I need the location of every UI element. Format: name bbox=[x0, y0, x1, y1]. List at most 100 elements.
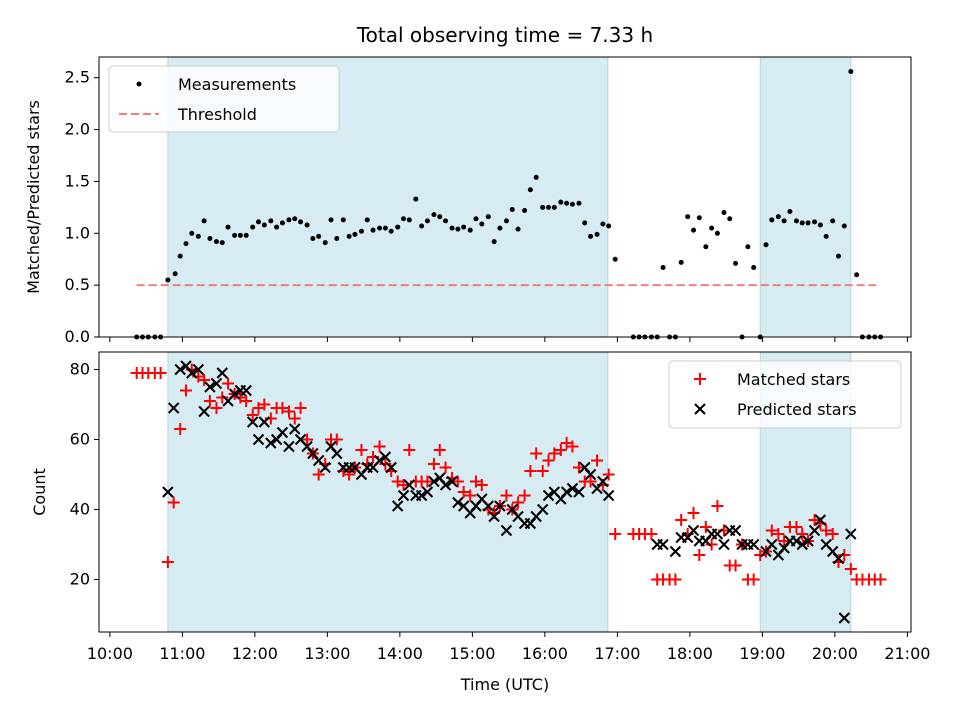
measurement-point bbox=[292, 216, 298, 222]
measurement-point bbox=[564, 200, 570, 206]
matched-star-point bbox=[288, 412, 301, 425]
x-tick-label: 10:00 bbox=[87, 644, 133, 663]
measurement-point bbox=[172, 271, 178, 277]
matched-star-point bbox=[602, 468, 615, 481]
measurement-point bbox=[812, 219, 818, 225]
measurement-point bbox=[183, 241, 189, 247]
matched-star-point bbox=[154, 367, 167, 379]
bottom-panel: 20 40 60 80 10:00 11:00 12:00 13:00 14:00 15:00 1… bbox=[30, 351, 930, 694]
predicted-star-point bbox=[687, 524, 700, 537]
measurement-point bbox=[733, 260, 739, 266]
measurement-point bbox=[437, 214, 443, 220]
measurement-point bbox=[745, 244, 751, 250]
measurement-point bbox=[558, 199, 564, 205]
measurement-point bbox=[232, 232, 238, 238]
matched-star-point bbox=[397, 479, 410, 491]
measurement-point bbox=[727, 216, 733, 222]
measurement-point bbox=[823, 233, 829, 239]
predicted-star-point bbox=[252, 433, 265, 446]
x-tick-label: 14:00 bbox=[377, 644, 423, 663]
measurement-point bbox=[424, 218, 430, 224]
x-tick-label: 21:00 bbox=[884, 644, 930, 663]
measurement-point bbox=[401, 216, 406, 222]
measurement-point bbox=[473, 216, 479, 222]
matched-star-point bbox=[675, 514, 688, 526]
predicted-star-point bbox=[573, 486, 585, 498]
matched-star-point bbox=[282, 405, 295, 418]
matched-star-point bbox=[464, 489, 477, 502]
matched-star-point bbox=[355, 444, 368, 456]
measurement-point bbox=[787, 209, 793, 215]
predicted-star-point bbox=[258, 416, 271, 428]
measurement-point bbox=[569, 201, 575, 207]
predicted-star-point bbox=[204, 381, 216, 393]
y-tick-label: 2.5 bbox=[65, 68, 90, 87]
matched-star-point bbox=[475, 479, 488, 491]
predicted-star-point bbox=[488, 510, 500, 523]
x-tick-label: 19:00 bbox=[739, 644, 785, 663]
measurement-point bbox=[346, 233, 352, 239]
predicted-star-point bbox=[446, 475, 458, 488]
x-tick-label: 17:00 bbox=[594, 644, 640, 663]
predicted-star-point bbox=[482, 500, 495, 512]
predicted-star-point bbox=[319, 461, 331, 474]
predicted-star-point bbox=[385, 461, 397, 474]
measurement-point bbox=[334, 235, 340, 241]
measurement-point bbox=[848, 69, 854, 75]
x-tick-label: 16:00 bbox=[522, 644, 568, 663]
x-axis-label: Time (UTC) bbox=[460, 675, 549, 694]
measurement-point bbox=[250, 224, 256, 230]
predicted-star-point bbox=[808, 524, 821, 537]
x-tick-label: 13:00 bbox=[304, 644, 350, 663]
predicted-star-point bbox=[494, 500, 506, 512]
measurement-point bbox=[340, 217, 346, 223]
measurement-point bbox=[195, 233, 201, 239]
measurement-point bbox=[298, 219, 304, 225]
measurement-point bbox=[817, 222, 823, 228]
matched-star-point bbox=[778, 535, 791, 547]
matched-star-point bbox=[301, 433, 314, 446]
matched-star-point bbox=[554, 444, 567, 456]
measurement-point bbox=[703, 244, 709, 250]
measurement-point bbox=[213, 239, 219, 245]
matched-star-point bbox=[439, 461, 452, 474]
matched-star-point bbox=[536, 465, 549, 477]
measurement-point bbox=[268, 218, 274, 224]
predicted-star-point bbox=[597, 475, 609, 488]
predicted-star-point bbox=[729, 524, 742, 537]
matched-star-point bbox=[747, 573, 760, 586]
predicted-star-point bbox=[379, 451, 392, 463]
predicted-star-point bbox=[289, 423, 301, 435]
predicted-star-point bbox=[246, 416, 259, 428]
x-tick-label: 11:00 bbox=[159, 644, 205, 663]
predicted-star-point bbox=[439, 479, 452, 491]
bottom-plot-frame bbox=[98, 351, 912, 633]
measurement-point bbox=[328, 217, 334, 223]
predicted-star-point bbox=[796, 538, 808, 551]
predicted-star-point bbox=[602, 489, 615, 502]
predicted-star-point bbox=[397, 489, 410, 502]
measurement-point bbox=[781, 218, 787, 224]
predicted-star-point bbox=[766, 538, 778, 551]
measurement-point bbox=[509, 206, 515, 212]
predicted-star-point bbox=[747, 538, 760, 551]
predicted-star-point bbox=[802, 535, 814, 547]
matched-star-point bbox=[403, 444, 416, 456]
measurement-point bbox=[419, 223, 425, 229]
predicted-star-point bbox=[536, 503, 549, 516]
measurement-point bbox=[370, 227, 376, 233]
matched-star-point bbox=[796, 528, 809, 540]
matched-star-point bbox=[294, 402, 307, 414]
predicted-star-point bbox=[216, 367, 228, 379]
predicted-star-point bbox=[198, 405, 210, 418]
measurement-point bbox=[751, 265, 757, 271]
matched-star-point bbox=[699, 521, 712, 533]
measurement-point bbox=[830, 218, 836, 224]
top-legend: Measurements Threshold bbox=[108, 65, 340, 133]
matched-star-point bbox=[216, 391, 229, 404]
measurement-point bbox=[443, 218, 449, 224]
measurement-point bbox=[261, 222, 267, 228]
measurement-point bbox=[527, 187, 533, 193]
measurement-point bbox=[576, 200, 582, 206]
matched-star-point bbox=[548, 447, 561, 460]
